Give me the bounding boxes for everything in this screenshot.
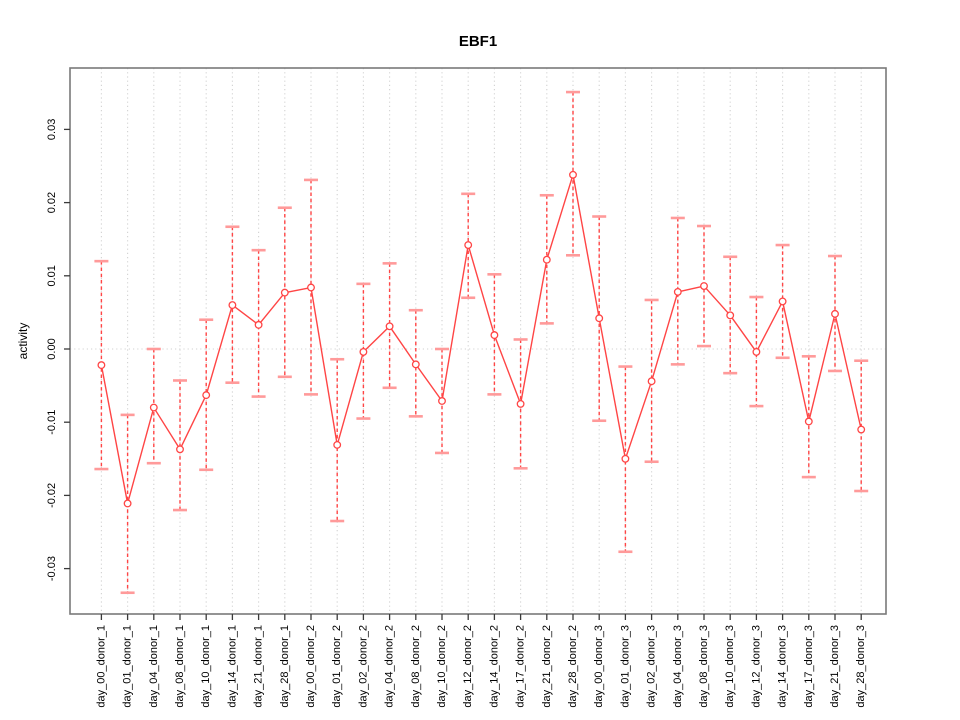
data-point-marker (97, 361, 106, 370)
data-point-marker (254, 320, 263, 329)
chart-title: EBF1 (459, 33, 497, 50)
data-point-marker (752, 347, 761, 356)
x-tick-label: day_02_donor_2 (357, 625, 369, 708)
data-point-marker (778, 297, 787, 306)
data-point-marker (700, 282, 708, 290)
data-point-marker (595, 314, 604, 323)
x-tick-label: day_10_donor_3 (724, 625, 736, 708)
x-tick-label: day_21_donor_1 (253, 625, 265, 708)
y-tick-label: -0.01 (46, 410, 58, 435)
x-tick-label: day_04_donor_1 (148, 625, 160, 708)
y-axis-title: activity (16, 323, 30, 360)
series-line (100, 174, 862, 505)
data-point-marker (333, 440, 342, 449)
data-point-marker (202, 391, 211, 400)
data-point-marker (464, 241, 473, 250)
data-point-marker (804, 417, 813, 426)
x-tick-label: day_21_donor_3 (829, 625, 841, 708)
data-point-marker (280, 288, 289, 297)
x-tick-label: day_12_donor_3 (750, 625, 762, 708)
x-tick-label: day_01_donor_1 (122, 625, 134, 708)
x-axis: day_00_donor_1 day_01_donor_1 day_04_donor… (95, 614, 867, 708)
data-point-marker (726, 311, 735, 320)
x-tick-label: day_28_donor_2 (567, 625, 579, 708)
data-point-marker (490, 331, 499, 340)
error-bars (94, 90, 869, 595)
x-tick-label: day_28_donor_1 (279, 625, 291, 708)
gridlines (70, 68, 886, 614)
x-tick-label: day_00_donor_1 (95, 625, 107, 708)
data-point-marker (385, 322, 394, 331)
data-point-marker (647, 377, 656, 386)
x-tick-label: day_14_donor_1 (226, 625, 238, 708)
y-tick-label: -0.03 (46, 556, 58, 581)
data-point-marker (516, 399, 525, 408)
data-point-marker (123, 499, 132, 508)
data-point-marker (542, 255, 551, 264)
x-tick-label: day_01_donor_2 (331, 625, 343, 708)
series-polyline (100, 174, 862, 505)
data-points (97, 170, 866, 508)
data-point-marker (621, 454, 630, 463)
x-tick-label: day_10_donor_1 (200, 625, 212, 708)
x-tick-label: day_04_donor_3 (672, 625, 684, 708)
x-tick-label: day_04_donor_2 (384, 625, 396, 708)
x-tick-label: day_08_donor_1 (174, 625, 186, 708)
x-tick-label: day_14_donor_2 (488, 625, 500, 708)
y-tick-label: 0.02 (46, 192, 58, 213)
data-point-marker (149, 403, 158, 412)
data-point-marker (438, 397, 446, 405)
data-point-marker (831, 309, 839, 318)
plot-box (69, 67, 887, 615)
plot-border (69, 67, 887, 615)
y-tick-label: 0.01 (46, 265, 58, 286)
x-tick-label: day_08_donor_3 (698, 625, 710, 708)
x-tick-label: day_08_donor_2 (410, 625, 422, 708)
x-tick-label: day_10_donor_2 (436, 625, 448, 708)
data-point-marker (359, 347, 368, 356)
y-tick-label: 0.00 (46, 338, 58, 359)
data-point-marker (307, 283, 315, 292)
x-tick-label: day_21_donor_2 (541, 625, 553, 708)
x-tick-label: day_14_donor_3 (777, 625, 789, 708)
data-point-marker (569, 170, 577, 179)
x-tick-label: day_01_donor_3 (619, 625, 631, 708)
y-tick-label: 0.03 (46, 119, 58, 140)
data-point-marker (857, 425, 866, 434)
x-tick-label: day_12_donor_2 (462, 625, 474, 708)
x-tick-label: day_17_donor_2 (515, 625, 527, 708)
x-tick-label: day_02_donor_3 (646, 625, 658, 708)
data-point-marker (228, 301, 237, 310)
data-point-marker (411, 360, 420, 369)
x-tick-label: day_28_donor_3 (855, 625, 867, 708)
x-tick-label: day_00_donor_3 (593, 625, 605, 708)
data-point-marker (673, 287, 682, 296)
x-tick-label: day_17_donor_3 (803, 625, 815, 708)
y-axis: -0.03 -0.02 -0.01 0.00 0.01 0.02 0.03 (46, 119, 70, 581)
x-tick-label: day_00_donor_2 (305, 625, 317, 708)
y-tick-label: -0.02 (46, 483, 58, 508)
data-point-marker (176, 445, 184, 454)
